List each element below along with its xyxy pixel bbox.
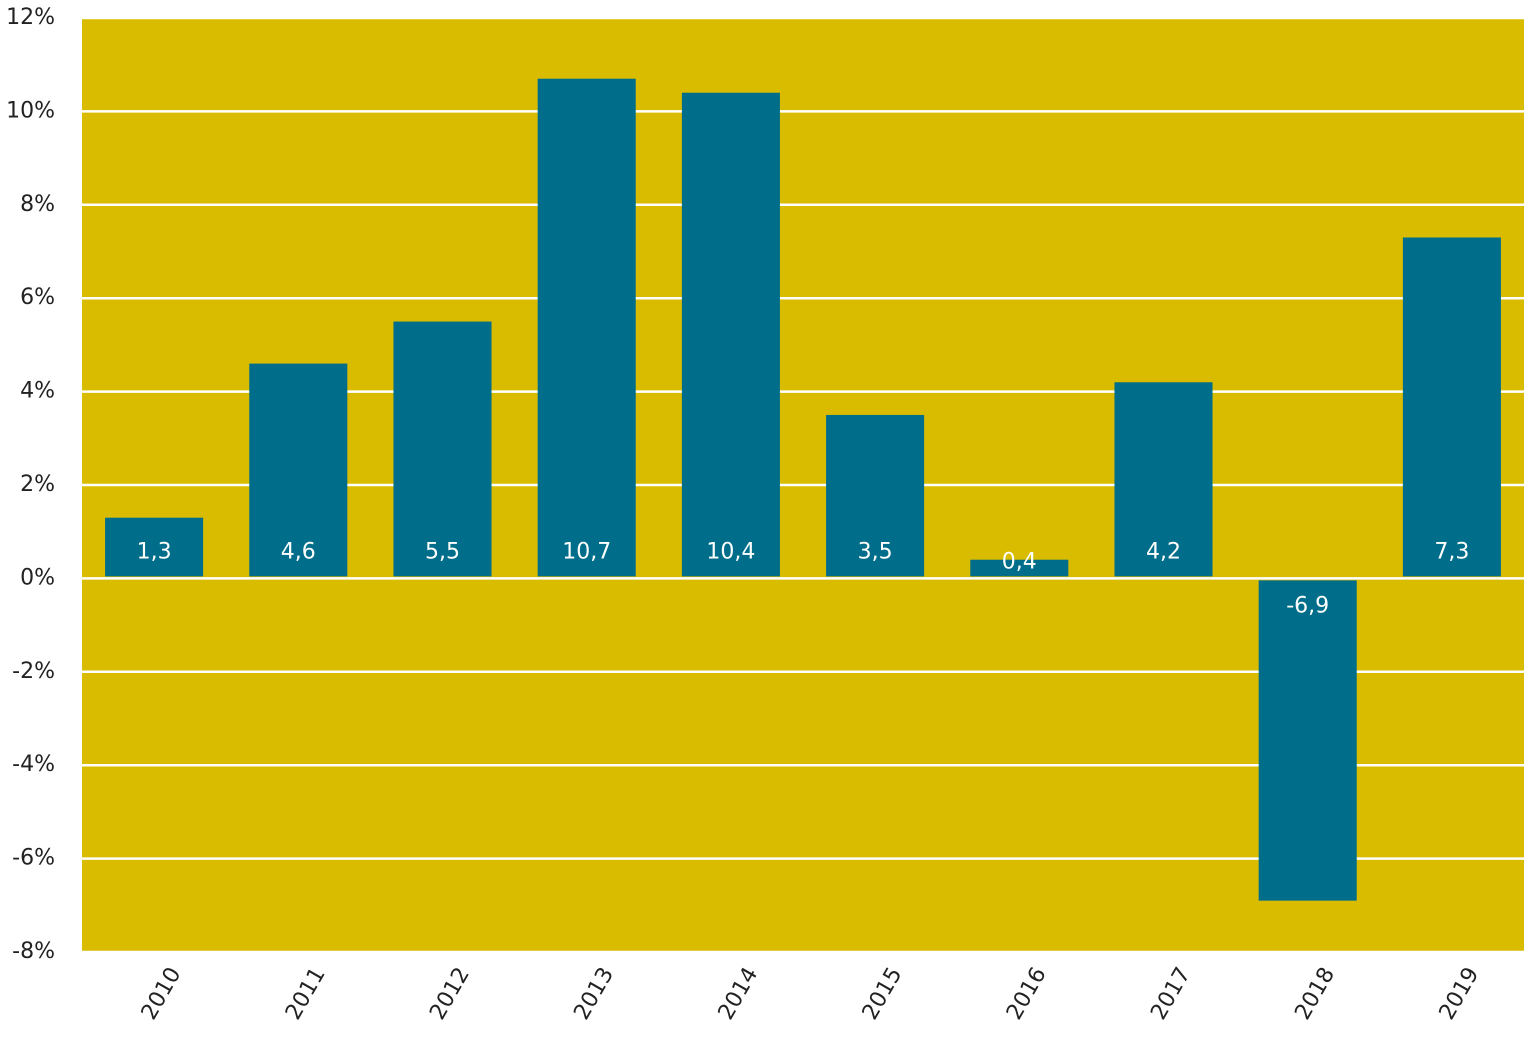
bar	[393, 321, 492, 577]
y-tick-label: 2%	[20, 472, 55, 497]
x-tick-label: 2016	[1002, 963, 1052, 1024]
bar	[249, 363, 348, 577]
value-label: 10,4	[706, 539, 755, 564]
value-label: 3,5	[858, 539, 893, 564]
value-label: 0,4	[1002, 549, 1037, 574]
value-label: 10,7	[562, 539, 611, 564]
y-tick-label: 8%	[20, 192, 55, 217]
x-tick-label: 2011	[281, 963, 331, 1024]
value-label: 5,5	[425, 539, 460, 564]
y-tick-label: -4%	[12, 752, 55, 777]
bar	[970, 559, 1069, 577]
x-tick-label: 2012	[425, 963, 475, 1024]
x-tick-label: 2018	[1290, 963, 1340, 1024]
value-label: 4,6	[281, 539, 316, 564]
y-tick-label: 0%	[20, 565, 55, 590]
value-label: 7,3	[1434, 539, 1469, 564]
value-label: -6,9	[1286, 593, 1329, 618]
x-tick-label: 2017	[1146, 963, 1196, 1024]
bar	[1258, 580, 1357, 901]
y-tick-label: -2%	[12, 659, 55, 684]
y-tick-label: -8%	[12, 939, 55, 964]
y-tick-label: 4%	[20, 379, 55, 404]
x-tick-label: 2014	[714, 963, 764, 1024]
y-tick-label: -6%	[12, 846, 55, 871]
bar	[681, 92, 780, 577]
x-tick-label: 2019	[1435, 963, 1485, 1024]
x-tick-label: 2013	[569, 963, 619, 1024]
value-label: 4,2	[1146, 539, 1181, 564]
bar	[1402, 237, 1501, 577]
y-tick-label: 6%	[20, 285, 55, 310]
bar	[537, 78, 636, 577]
x-tick-label: 2010	[137, 963, 187, 1024]
y-tick-label: 12%	[6, 5, 55, 30]
y-tick-label: 10%	[6, 98, 55, 123]
bar	[826, 414, 925, 577]
bar	[1114, 382, 1213, 577]
bar	[105, 517, 204, 577]
x-tick-label: 2015	[858, 963, 908, 1024]
value-label: 1,3	[137, 539, 172, 564]
